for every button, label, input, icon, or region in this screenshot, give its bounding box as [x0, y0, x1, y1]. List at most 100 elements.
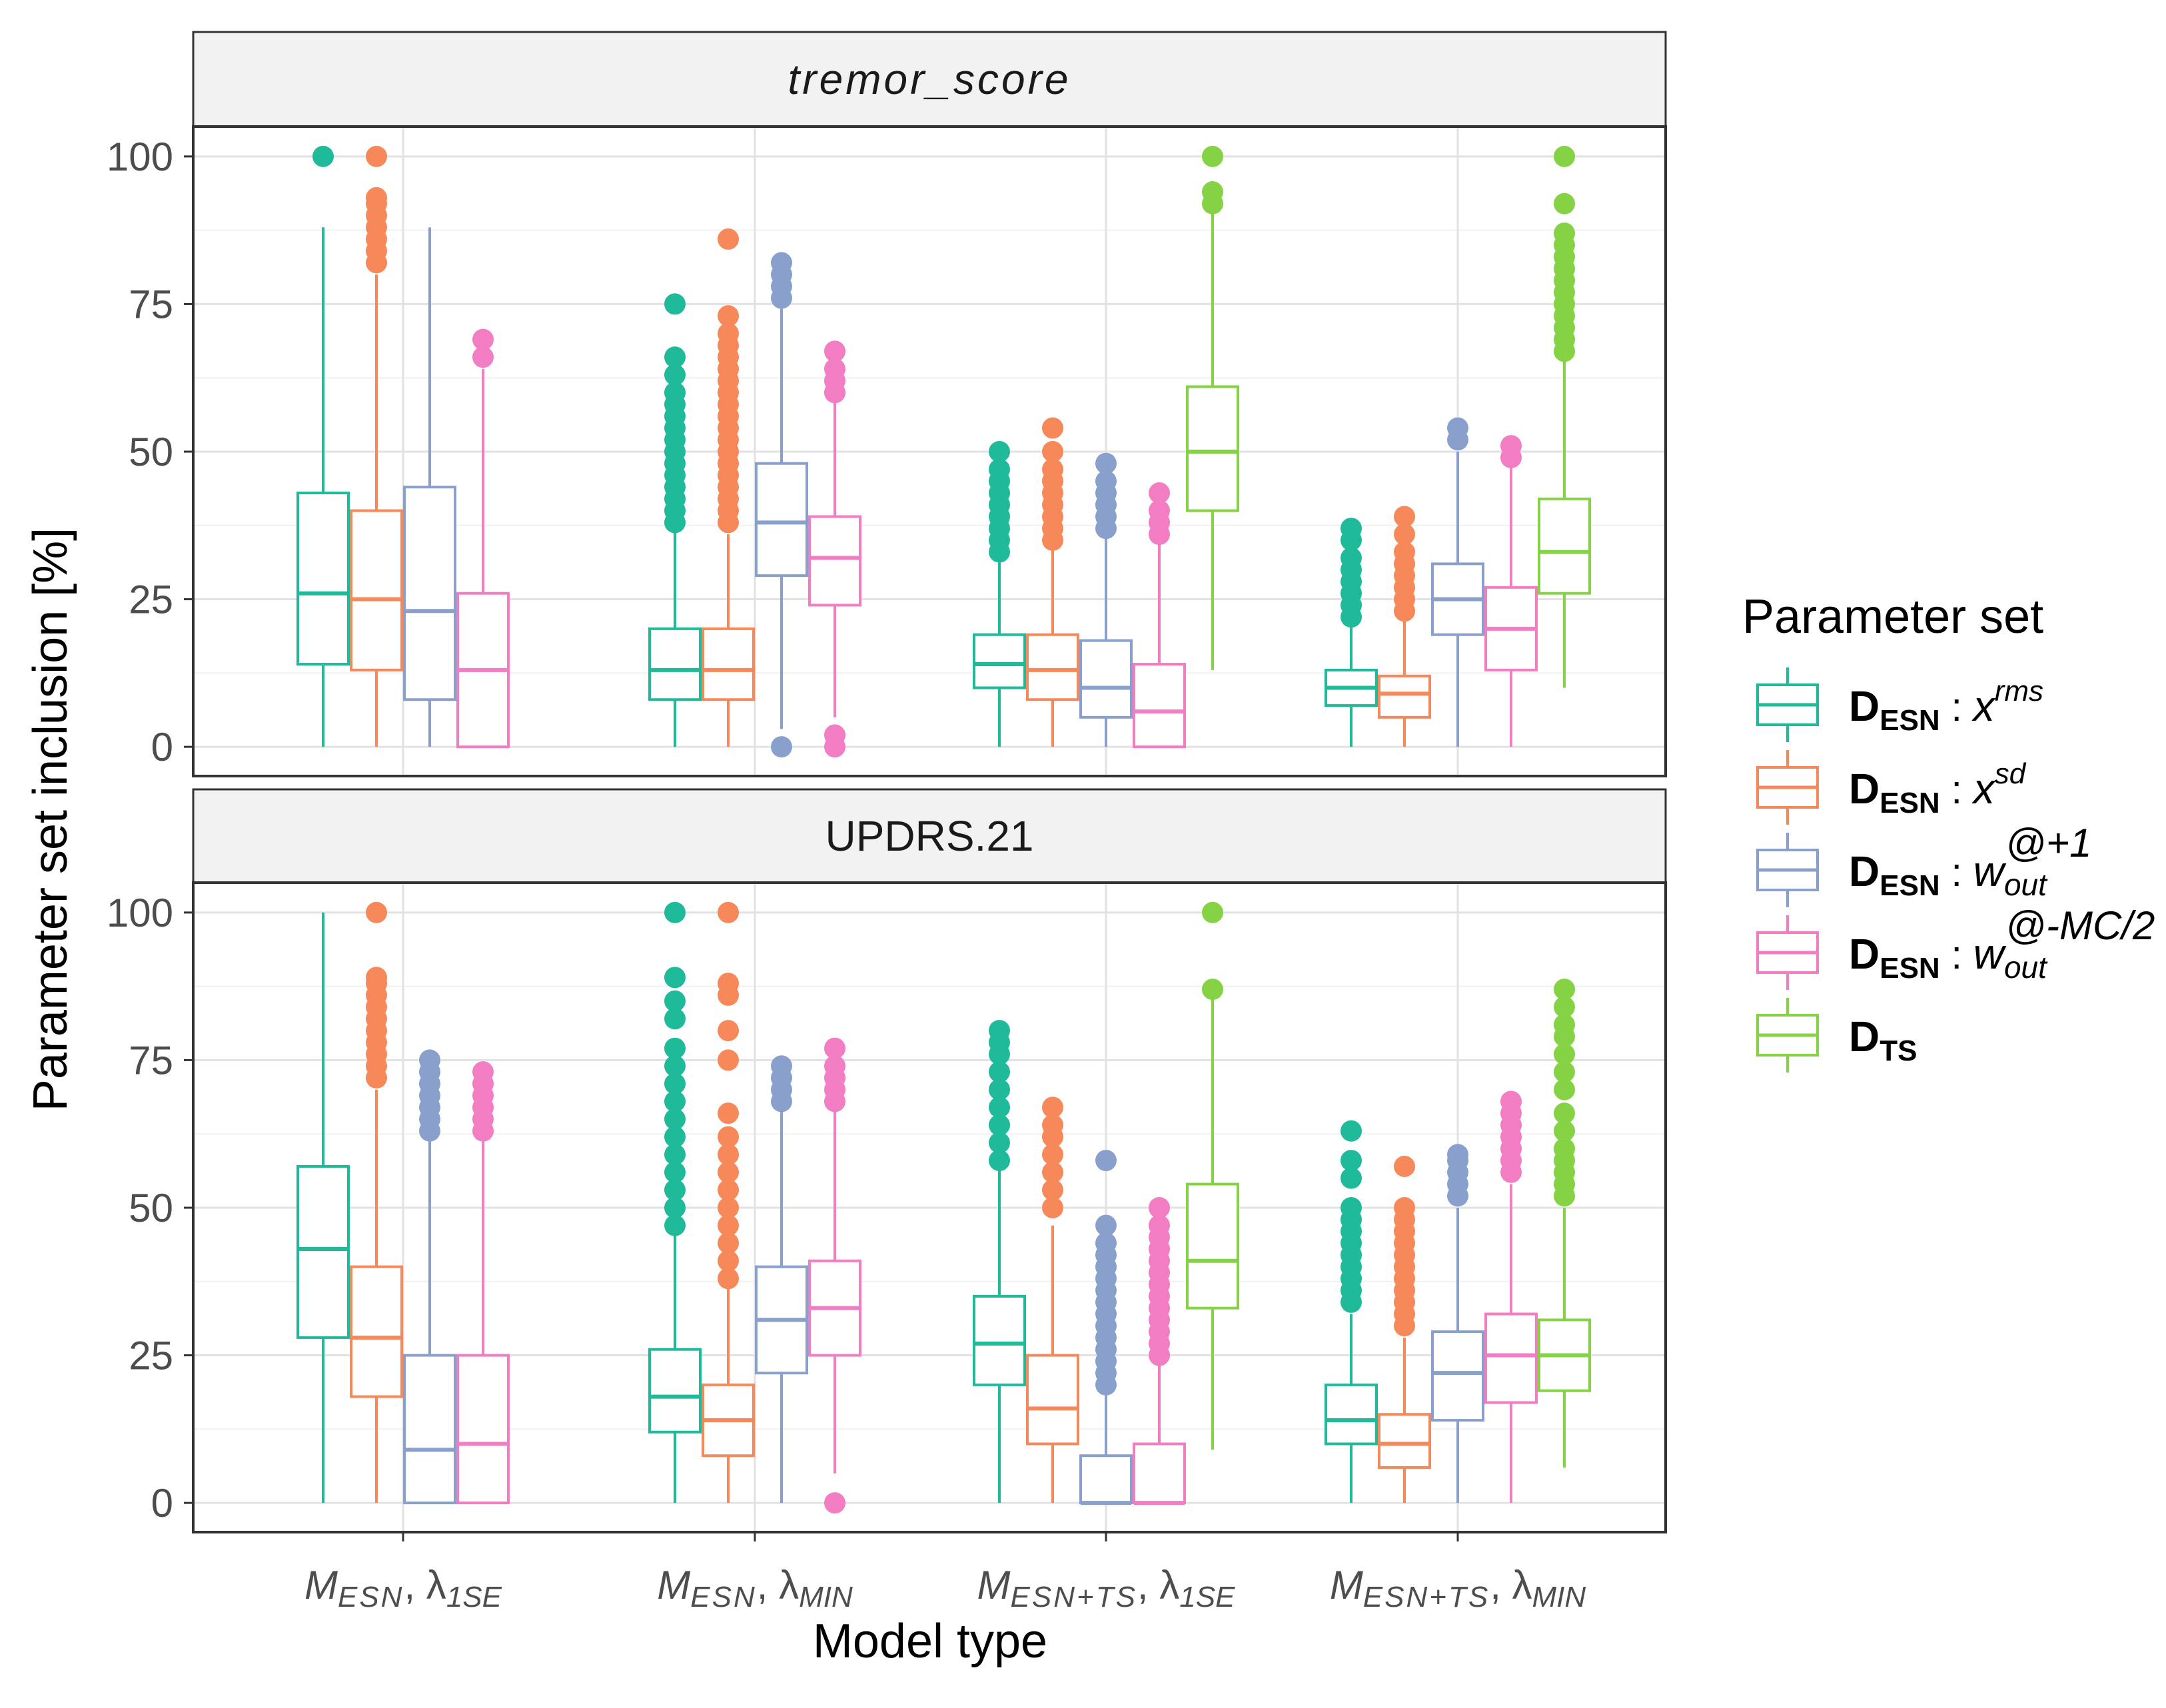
outlier-point — [1095, 1150, 1117, 1172]
outlier-point — [1500, 1090, 1522, 1112]
outlier-point — [1149, 1196, 1170, 1218]
outlier-point — [1095, 1214, 1117, 1236]
box-dts — [1538, 145, 1591, 688]
box-xsd — [702, 901, 755, 1503]
outlier-point — [824, 340, 845, 362]
y-tick-label: 75 — [129, 1038, 173, 1082]
outlier-point — [472, 1061, 494, 1083]
y-tick-label: 75 — [129, 282, 173, 326]
outlier-point — [664, 1072, 686, 1094]
outlier-point — [1341, 1150, 1362, 1172]
box-wout1 — [755, 1055, 808, 1503]
panel-0: tremor_score 0 25 50 75 100 — [107, 31, 1667, 777]
box-xrms — [648, 901, 702, 1503]
outlier-point — [1394, 541, 1415, 563]
legend-label-woutmc: DESN : wout — [1849, 930, 2048, 985]
box-iqr — [1186, 1182, 1239, 1310]
outlier-point — [472, 328, 494, 350]
box-wout1 — [1079, 452, 1133, 747]
outlier-point — [718, 305, 739, 327]
box-wout1 — [403, 1049, 456, 1505]
box-xsd — [350, 145, 403, 747]
outlier-point — [1341, 1120, 1362, 1142]
legend-key-woutmc — [1756, 915, 1819, 990]
outlier-point — [366, 145, 387, 167]
outlier-point — [771, 736, 792, 758]
outlier-point — [1554, 1043, 1575, 1065]
box-iqr — [1378, 674, 1431, 719]
legend-label-wout1: DESN : wout — [1849, 847, 2048, 902]
box-iqr — [648, 1348, 702, 1434]
box-iqr — [1133, 663, 1186, 749]
outlier-point — [989, 1114, 1010, 1136]
outlier-point — [1042, 417, 1063, 439]
box-iqr — [1133, 1442, 1186, 1505]
outlier-point — [1202, 901, 1223, 923]
outlier-point — [1394, 1155, 1415, 1177]
legend-superscript: @-MC/2 — [2005, 903, 2155, 948]
outlier-point — [664, 1214, 686, 1236]
box-woutmc — [1484, 1090, 1538, 1503]
box-woutmc — [1133, 482, 1186, 749]
box-iqr — [702, 627, 755, 701]
outlier-point — [1447, 417, 1468, 439]
outlier-point — [366, 967, 387, 989]
box-woutmc — [456, 328, 510, 749]
box-iqr — [403, 1354, 456, 1505]
outlier-point — [472, 346, 494, 368]
box-iqr — [1186, 385, 1239, 512]
outlier-point — [1394, 524, 1415, 546]
outlier-point — [718, 1214, 739, 1236]
outlier-point — [1341, 1167, 1362, 1189]
box-iqr — [1026, 1354, 1079, 1446]
legend-key-wout1 — [1756, 833, 1819, 907]
legend: Parameter set DESN : xrms DESN : xsd DESN :… — [1742, 590, 2155, 1072]
outlier-point — [1394, 506, 1415, 528]
box-xsd — [1378, 506, 1431, 747]
box-xrms — [296, 912, 350, 1503]
box-iqr — [456, 1354, 510, 1505]
outlier-point — [366, 187, 387, 209]
legend-superscript: @+1 — [2005, 821, 2091, 865]
legend-key-xsd — [1756, 750, 1819, 825]
outlier-point — [718, 901, 739, 923]
outlier-point — [664, 1144, 686, 1166]
box-iqr — [1325, 1383, 1378, 1446]
outlier-point — [664, 382, 686, 404]
box-xrms — [1325, 518, 1378, 747]
box-iqr — [296, 1164, 350, 1339]
outlier-point — [718, 1268, 739, 1290]
x-tick-label: MESN, λMIN — [657, 1563, 853, 1613]
outlier-point — [419, 1049, 440, 1071]
y-tick-label: 25 — [129, 1334, 173, 1378]
outlier-point — [718, 1196, 739, 1218]
outlier-point — [1394, 1196, 1415, 1218]
outlier-point — [771, 252, 792, 274]
box-dts — [1186, 145, 1239, 670]
outlier-point — [1341, 1196, 1362, 1218]
outlier-point — [718, 1102, 739, 1124]
outlier-point — [664, 1179, 686, 1201]
y-tick-label: 0 — [151, 725, 173, 769]
outlier-point — [664, 1055, 686, 1077]
outlier-point — [1447, 1144, 1468, 1166]
outlier-point — [664, 967, 686, 989]
outlier-point — [1554, 1120, 1575, 1142]
box-xsd — [1378, 1155, 1431, 1503]
outlier-point — [1042, 1144, 1063, 1166]
facet-strip — [192, 31, 1667, 128]
y-tick-label: 100 — [107, 135, 173, 179]
box-iqr — [648, 627, 702, 701]
outlier-point — [1042, 1161, 1063, 1183]
outlier-point — [1042, 1114, 1063, 1136]
outlier-point — [1554, 145, 1575, 167]
box-wout1 — [1079, 1150, 1133, 1505]
box-iqr — [1026, 633, 1079, 701]
outlier-point — [1202, 181, 1223, 203]
box-xrms — [1325, 1120, 1378, 1503]
outlier-point — [824, 1055, 845, 1077]
outlier-point — [989, 440, 1010, 462]
outlier-point — [664, 1090, 686, 1112]
outlier-point — [1202, 979, 1223, 1001]
outlier-point — [1554, 1102, 1575, 1124]
